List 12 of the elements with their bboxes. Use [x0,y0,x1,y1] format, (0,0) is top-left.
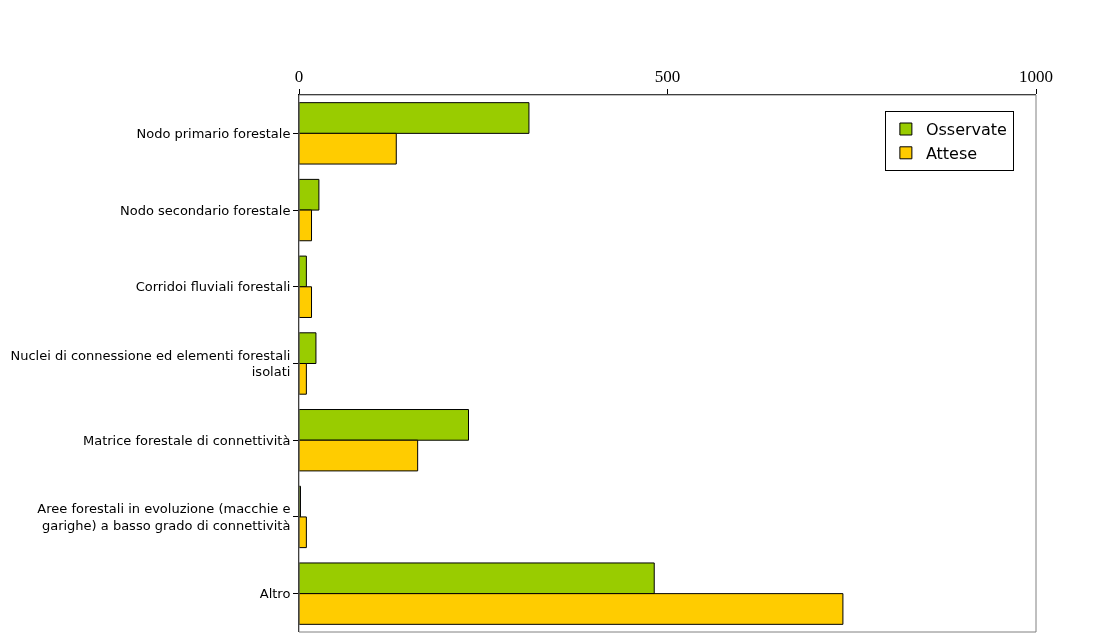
y-tick-label: Altro [259,586,291,602]
legend-label: Attese [925,144,978,164]
y-tick-label: Nodo primario forestale [136,125,291,141]
x-tick-label: 500 [654,67,681,87]
y-tick-label: Corridoi fluviali forestali [135,279,291,295]
y-tick-label: Aree forestali in evoluzione (macchie e garighe) a basso grado di connettività [37,501,291,533]
x-tick-label: 0 [294,67,304,87]
legend-label: Osservate [925,120,1007,140]
y-tick-label: Matrice forestale di connettività [82,432,291,448]
y-tick-label: Nodo secondario forestale [119,202,291,218]
y-tick-label: Nuclei di connessione ed elementi forestali isolati [10,347,291,380]
x-tick-label: 1000 [1019,67,1053,87]
